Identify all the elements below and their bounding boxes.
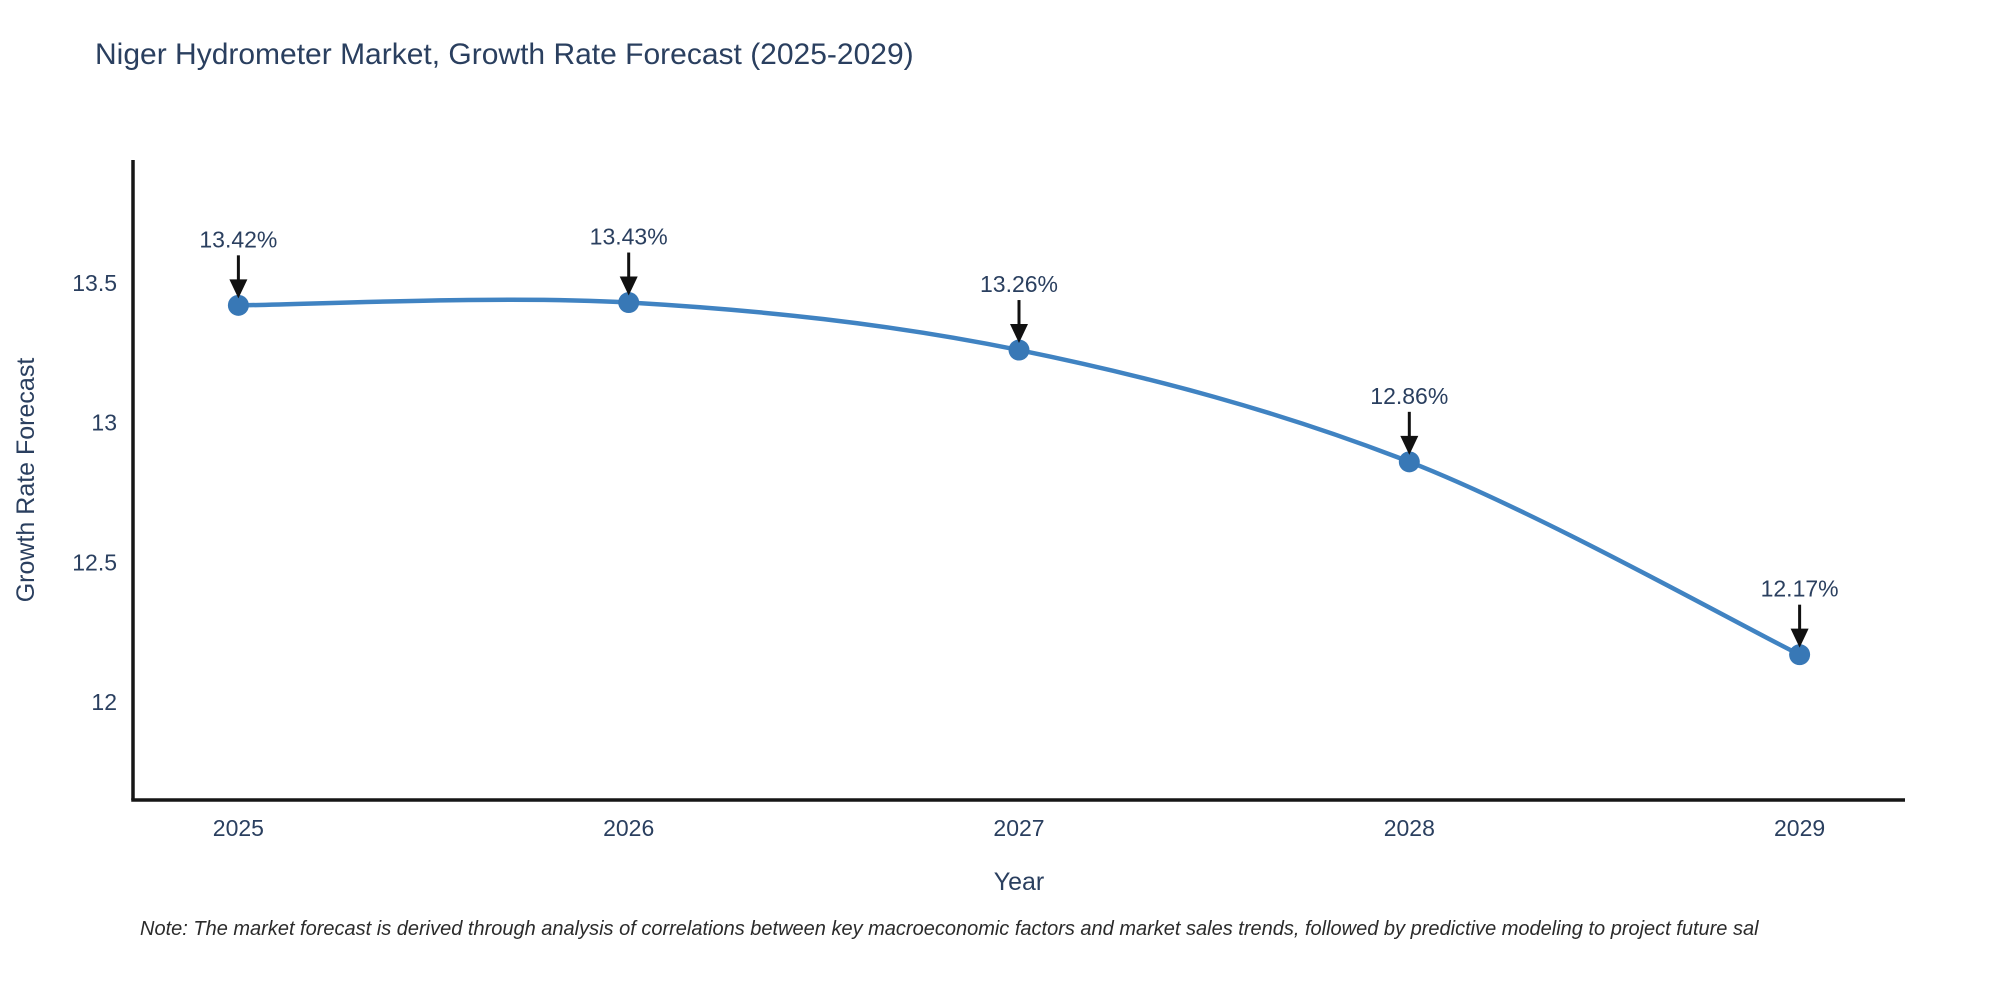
y-tick-label: 12.5 (72, 549, 117, 575)
annotation-label: 13.42% (199, 226, 277, 252)
data-point-2027 (1008, 339, 1030, 361)
data-point-2028 (1398, 451, 1420, 473)
annotation-label: 12.17% (1761, 576, 1839, 602)
chart-title: Niger Hydrometer Market, Growth Rate For… (95, 38, 914, 71)
annotation-label: 12.86% (1370, 383, 1448, 409)
x-tick-label: 2027 (993, 815, 1044, 841)
annotation-arrowhead (1010, 324, 1028, 344)
y-tick-label: 13 (91, 410, 117, 436)
annotation-label: 13.26% (980, 271, 1058, 297)
x-tick-label: 2029 (1774, 815, 1825, 841)
data-point-2026 (618, 292, 640, 314)
annotation-label: 13.43% (590, 224, 668, 250)
annotation-arrowhead (1400, 435, 1419, 455)
x-axis-title: Year (994, 868, 1045, 896)
x-tick-label: 2026 (603, 815, 654, 841)
y-tick-label: 12 (91, 689, 117, 715)
x-tick-label: 2025 (213, 815, 264, 841)
data-point-2025 (227, 294, 249, 316)
annotation-arrowhead (619, 276, 638, 296)
y-axis-title: Growth Rate Forecast (12, 358, 40, 603)
footnote: Note: The market forecast is derived thr… (140, 918, 1759, 940)
y-tick-label: 13.5 (72, 270, 117, 296)
data-point-2029 (1789, 644, 1811, 666)
x-tick-label: 2028 (1384, 815, 1435, 841)
annotation-arrowhead (1790, 628, 1809, 648)
annotation-arrowhead (229, 279, 248, 299)
